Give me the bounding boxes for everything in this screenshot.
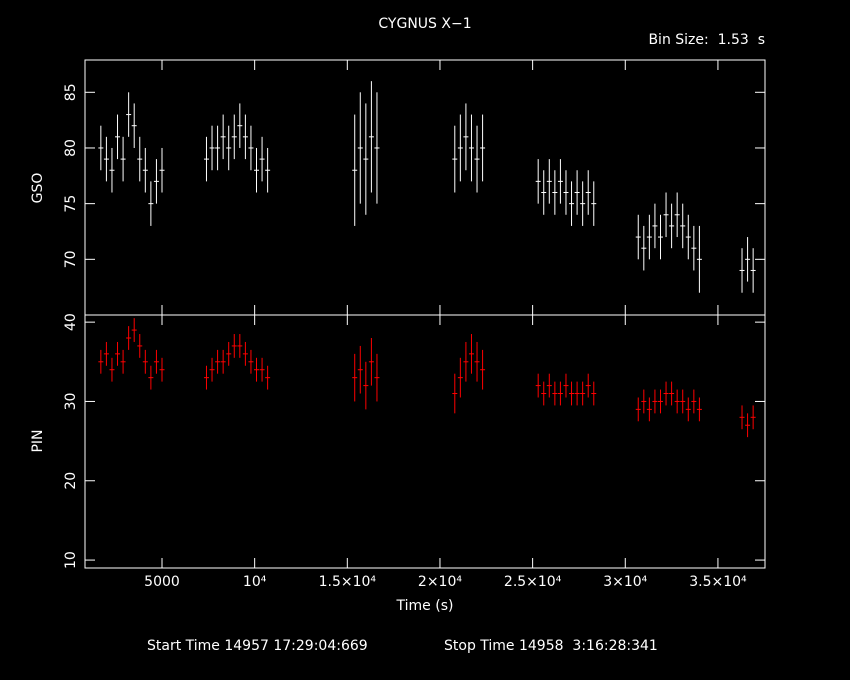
stop-time: Stop Time 14958 3:16:28:341 xyxy=(444,638,658,654)
x-tick-label: 2×10⁴ xyxy=(418,574,462,590)
y-tick-label: 75 xyxy=(63,195,79,213)
y-tick-label: 85 xyxy=(63,83,79,101)
x-tick-label: 3×10⁴ xyxy=(603,574,647,590)
y-tick-label: 80 xyxy=(63,139,79,157)
y-tick-label: 70 xyxy=(63,250,79,268)
y-axis-label: PIN xyxy=(30,429,46,452)
bottom-frame xyxy=(84,314,766,569)
y-tick-label: 30 xyxy=(63,393,79,411)
y-tick-label: 10 xyxy=(63,551,79,569)
y-tick-label: 40 xyxy=(63,313,79,331)
y-tick-label: 20 xyxy=(63,472,79,490)
chart-title: CYGNUS X−1 xyxy=(378,16,471,32)
x-tick-label: 10⁴ xyxy=(243,574,267,590)
x-tick-label: 3.5×10⁴ xyxy=(689,574,747,590)
start-time: Start Time 14957 17:29:04:669 xyxy=(147,638,368,654)
x-tick-label: 2.5×10⁴ xyxy=(504,574,562,590)
bin-size: Bin Size: 1.53 s xyxy=(648,32,765,48)
x-tick-label: 1.5×10⁴ xyxy=(319,574,377,590)
y-axis-label: GSO xyxy=(30,173,46,204)
top-frame xyxy=(84,59,766,316)
x-tick-label: 5000 xyxy=(144,574,180,590)
x-axis-label: Time (s) xyxy=(396,598,454,614)
